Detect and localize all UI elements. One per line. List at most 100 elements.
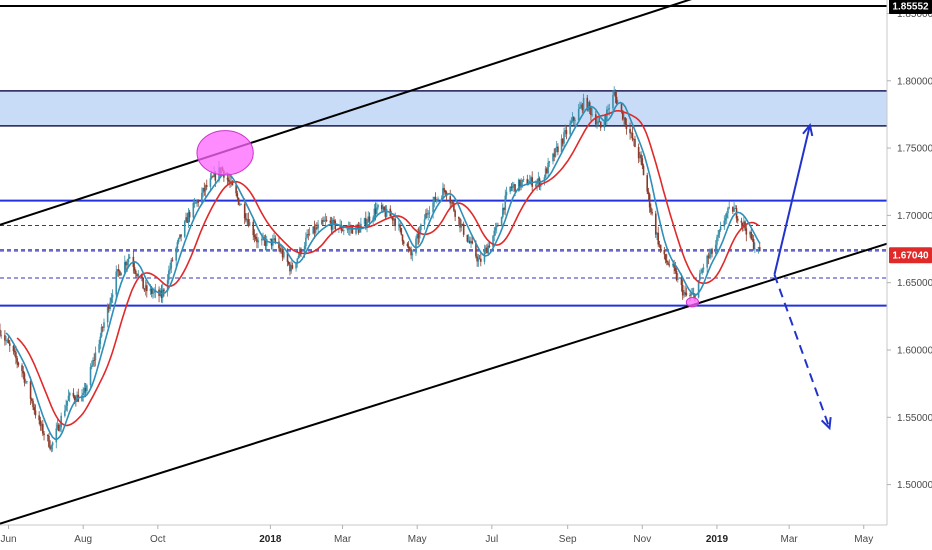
candle-body-135 [229,181,231,183]
candle-body-67 [111,294,114,298]
time-tick-label-3: Oct [150,534,166,545]
candle-body-116 [196,200,198,203]
candle-body-270 [460,223,463,228]
candle-body-126 [213,172,215,177]
candle-body-443 [757,247,760,249]
candle-body-397 [676,277,679,280]
candle-body-334 [570,121,573,124]
candle-body-320 [546,168,548,174]
candle-body-147 [248,221,251,227]
candle-body-414 [707,255,710,258]
last-price-badge-label: 1.85552 [892,2,929,13]
candle-body-84 [142,278,144,289]
candle-body-54 [90,365,93,367]
candle-body-238 [406,243,409,247]
candle-body-146 [247,219,250,227]
candle-body-440 [751,238,754,240]
candle-body-364 [621,110,624,120]
candle-body-255 [434,196,437,202]
time-tick-label-9: Nov [633,534,651,545]
candle-body-162 [274,238,277,242]
candle-body-214 [365,218,367,227]
candle-body-35 [57,424,60,431]
candle-body-399 [681,284,684,296]
candle-body-365 [623,117,625,120]
candle-body-379 [647,191,650,195]
candle-body-221 [376,207,378,214]
candle-body-273 [466,234,469,242]
candle-body-125 [212,176,214,178]
price-tick-label-3: 1.75000 [897,144,932,155]
candle-body-48 [81,395,83,402]
price-tick-label-2: 1.80000 [897,76,932,87]
candle-body-17 [26,381,28,382]
candle-body-275 [469,240,471,244]
candle-body-178 [303,246,306,255]
candle-body-55 [92,360,94,366]
candle-body-274 [467,240,470,242]
candle-body-383 [654,213,657,235]
candle-body-64 [108,305,110,310]
candle-body-346 [590,107,592,115]
candle-body-349 [596,123,598,125]
candle-body-240 [409,248,411,250]
candle-body-416 [710,249,712,255]
candle-body-308 [526,179,529,185]
candle-body-261 [444,190,447,193]
candle-body-410 [700,272,702,274]
candle-body-142 [240,204,242,205]
candle-body-190 [323,221,326,222]
candle-body-60 [100,327,103,337]
candle-body-216 [367,216,370,223]
candle-body-289 [493,230,496,236]
candle-body-74 [125,261,127,266]
candle-body-5 [6,339,9,341]
candle-body-9 [13,351,16,353]
time-tick-label-11: Mar [781,534,799,545]
candle-body-169 [287,261,290,265]
candle-body-14 [22,370,25,374]
candle-body-188 [320,220,323,225]
candle-body-285 [486,247,488,254]
candle-body-409 [699,273,701,281]
candle-body-79 [133,267,136,271]
candle-body-361 [615,96,618,104]
candle-body-366 [624,117,626,125]
candle-body-156 [264,240,267,246]
candle-body-103 [175,248,177,261]
candle-body-58 [98,344,100,353]
candle-body-4 [5,340,7,342]
candle-body-271 [461,223,464,225]
price-badges: 1.85552 1.67040 [889,0,932,264]
scenario-arrows-layer [773,122,832,431]
candle-body-51 [84,387,87,392]
price-axis[interactable]: 1.85000 1.80000 1.75000 1.70000 1.65000 1.600… [887,9,932,491]
candle-body-232 [394,218,396,226]
candle-body-18 [29,381,32,399]
time-tick-label-4: 2018 [259,534,282,545]
candle-body-350 [597,121,600,124]
candle-body-388 [663,250,666,255]
candle-body-358 [612,95,614,109]
candle-body-296 [504,195,507,210]
candle-body-11 [16,358,18,363]
candle-body-166 [281,250,284,258]
candle-body-330 [563,132,565,144]
candle-body-242 [411,253,414,256]
candle-body-23 [38,415,40,421]
candle-body-442 [754,248,756,250]
candle-body-435 [743,221,745,226]
time-axis[interactable]: Jun Aug Oct 2018 Mar May Jul Sep Nov 2019 Mar May [1,525,874,545]
candle-body-145 [246,219,248,221]
candle-body-322 [548,161,551,163]
candle-body-269 [459,218,461,228]
candle-body-141 [238,204,241,206]
candle-body-32 [51,442,54,446]
moving-averages-layer [5,101,761,441]
candle-body-375 [640,154,642,159]
candle-body-220 [374,208,377,214]
candle-body-306 [521,179,524,183]
candle-body-303 [517,179,520,192]
candle-body-291 [495,225,498,228]
candle-body-257 [437,198,439,200]
